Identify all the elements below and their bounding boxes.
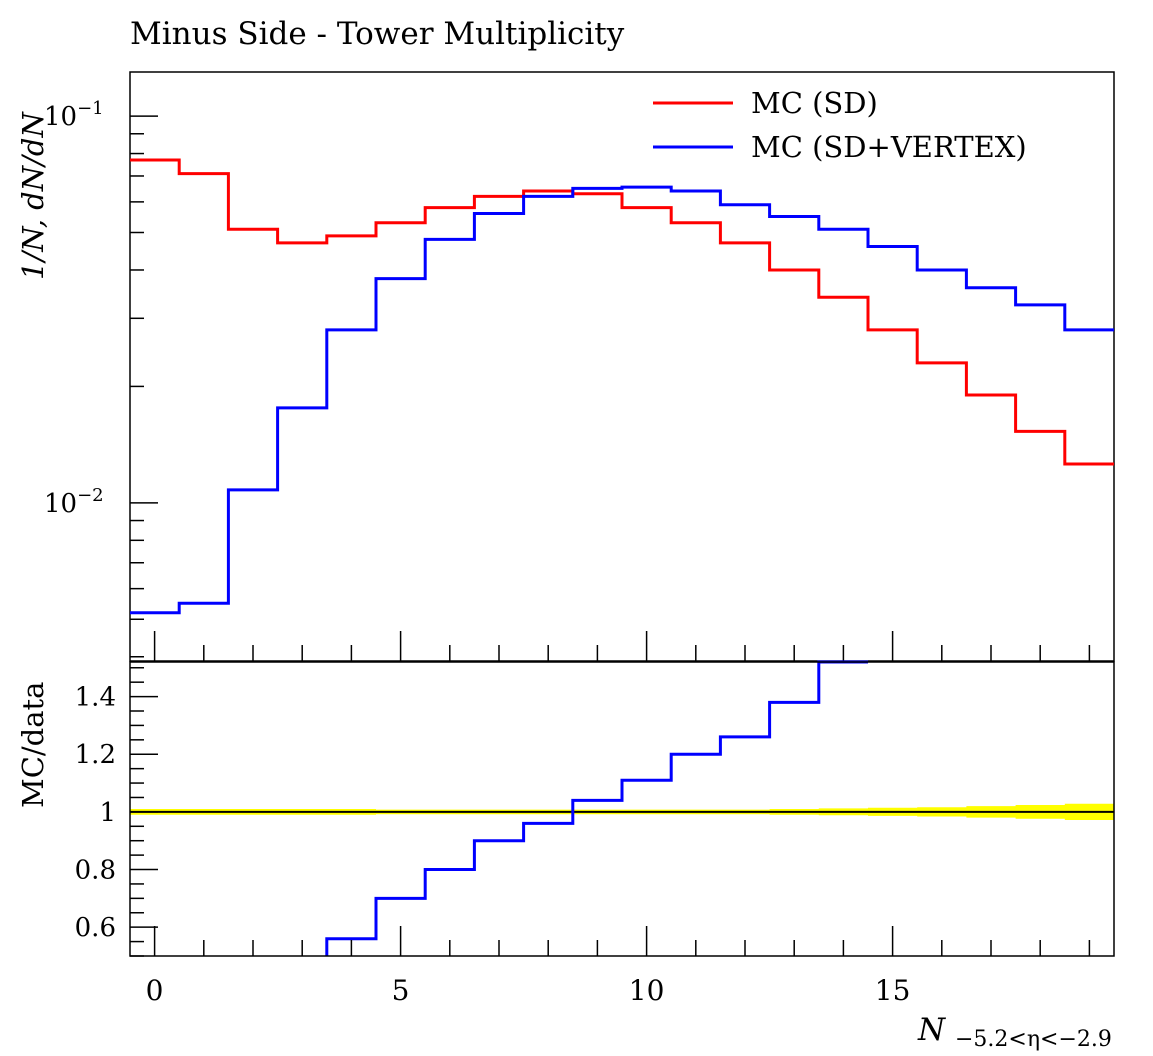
legend: MC (SD) MC (SD+VERTEX) xyxy=(653,86,1027,164)
legend-label-mc-sd-vertex: MC (SD+VERTEX) xyxy=(751,130,1027,164)
bottom-x-ticks xyxy=(153,926,1091,956)
bottom-y-tick-label: 1 xyxy=(99,798,116,828)
top-panel-frame xyxy=(129,71,1115,662)
top-panel: 10−1 10−2 xyxy=(44,71,1115,662)
bottom-y-tick-label: 1.2 xyxy=(75,740,116,770)
top-y-tick-label: 10−2 xyxy=(44,485,104,519)
bottom-y-tick-label: 1.4 xyxy=(75,683,116,713)
bottom-panel-frame xyxy=(129,661,1115,957)
top-y-axis-label: 1/N, dN/dN xyxy=(16,111,50,280)
x-axis-label: N −5.2<η<−2.9 xyxy=(917,1012,1112,1052)
x-tick-label: 5 xyxy=(392,974,410,1007)
x-tick-labels: 0 5 10 15 xyxy=(146,974,911,1007)
x-tick-label: 10 xyxy=(629,974,665,1007)
bottom-panel: 0.6 0.8 1 1.2 1.4 xyxy=(75,660,1115,957)
bottom-y-tick-label: 0.6 xyxy=(75,913,116,943)
bottom-y-ticks: 0.6 0.8 1 1.2 1.4 xyxy=(75,667,158,957)
top-x-ticks xyxy=(153,631,1091,661)
top-y-ticks: 10−1 10−2 xyxy=(44,98,158,658)
x-axis-label-main: N xyxy=(917,1012,947,1048)
x-tick-label: 15 xyxy=(875,974,911,1007)
series-mc-sd xyxy=(130,158,1114,466)
ratio-line-mc-sd-vertex xyxy=(325,660,868,956)
bottom-y-tick-label: 0.8 xyxy=(75,856,116,886)
x-axis-label-sub: −5.2<η<−2.9 xyxy=(955,1027,1112,1052)
top-series xyxy=(130,158,1114,615)
ratio-series xyxy=(325,660,868,956)
series-mc-sd-vertex xyxy=(130,185,1114,615)
top-y-tick-label: 10−1 xyxy=(44,98,104,132)
x-tick-label: 0 xyxy=(146,974,164,1007)
chart-title: Minus Side - Tower Multiplicity xyxy=(130,16,625,52)
bottom-y-axis-label: MC/data xyxy=(16,682,50,808)
legend-label-mc-sd: MC (SD) xyxy=(751,86,878,120)
